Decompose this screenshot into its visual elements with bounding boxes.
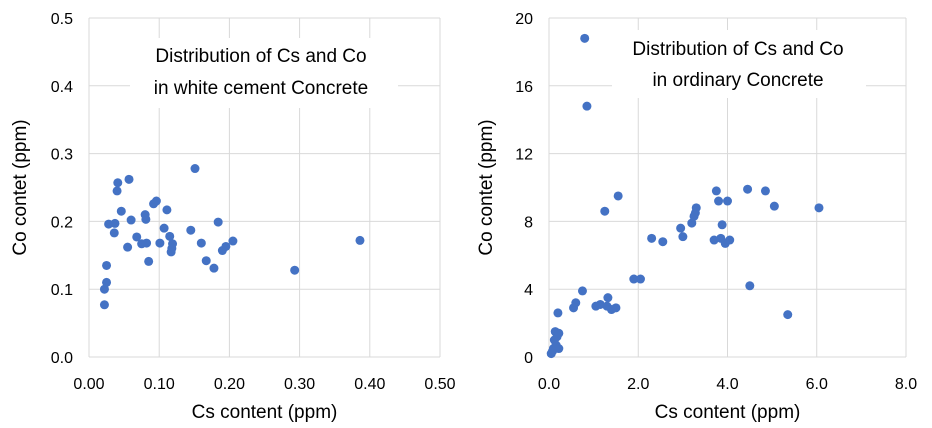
data-point <box>355 235 365 245</box>
data-point <box>717 220 727 230</box>
data-point <box>687 218 697 228</box>
x-axis-title: Cs content (ppm) <box>655 402 801 423</box>
x-tick-label: 0.10 <box>144 376 175 393</box>
data-point <box>760 186 770 196</box>
data-point <box>635 274 645 284</box>
x-tick-label: 0.50 <box>424 376 455 393</box>
x-tick-label: 4.0 <box>716 376 738 393</box>
data-point <box>611 303 621 313</box>
data-point <box>126 215 136 225</box>
data-point <box>577 286 587 296</box>
data-point <box>190 164 200 174</box>
y-tick-label: 12 <box>515 147 533 164</box>
data-point <box>112 186 122 196</box>
data-point <box>110 218 120 228</box>
data-point <box>168 239 178 249</box>
data-point <box>711 186 721 196</box>
data-point <box>99 284 109 294</box>
x-tick-label: 6.0 <box>806 376 828 393</box>
data-point <box>629 274 639 284</box>
y-tick-label: 20 <box>515 11 533 28</box>
data-point <box>155 238 165 248</box>
data-point <box>290 265 300 275</box>
data-point <box>745 281 755 291</box>
data-point <box>99 300 109 310</box>
data-point <box>769 201 779 211</box>
data-point <box>553 308 563 318</box>
data-point <box>814 203 824 213</box>
data-point <box>102 277 112 287</box>
y-tick-label: 0.2 <box>51 214 73 231</box>
data-point <box>142 238 152 248</box>
data-point <box>144 256 154 266</box>
data-point <box>743 184 753 194</box>
y-tick-label: 0.0 <box>51 350 73 367</box>
data-point <box>213 217 223 227</box>
data-point <box>209 263 219 273</box>
data-point <box>201 256 211 266</box>
y-axis-title: Co contet (ppm) <box>10 119 31 255</box>
data-point <box>159 223 169 233</box>
y-tick-label: 4 <box>524 282 533 299</box>
data-point <box>228 236 238 246</box>
data-point <box>102 260 112 270</box>
data-point <box>613 191 623 201</box>
data-point <box>647 233 657 243</box>
chart-title-line: Distribution of Cs and Co <box>632 39 843 60</box>
data-point <box>124 174 134 184</box>
y-tick-label: 0.1 <box>51 282 73 299</box>
data-point <box>116 206 126 216</box>
y-tick-label: 0.3 <box>51 147 73 164</box>
y-tick-label: 0.5 <box>51 11 73 28</box>
data-point <box>783 310 793 320</box>
data-point <box>678 232 688 242</box>
chart-title-background <box>130 38 398 108</box>
y-tick-label: 0.4 <box>51 79 73 96</box>
chart-title-background <box>612 30 866 98</box>
x-tick-label: 0.0 <box>538 376 560 393</box>
data-point <box>113 178 123 188</box>
data-point <box>554 344 564 354</box>
chart-ordinary-concrete: 0 4 8 12 16 20 0.0 2.0 4.0 6.0 8.0 Distribution of … <box>466 0 932 428</box>
data-point <box>714 196 724 206</box>
chart-white-cement-svg: 0.0 0.1 0.2 0.3 0.4 0.5 0.00 0.10 0.20 0.30 0.40 0.… <box>10 11 456 423</box>
chart-title-line: Distribution of Cs and Co <box>155 46 366 67</box>
data-point <box>658 237 668 247</box>
data-point <box>571 298 581 308</box>
data-point <box>691 203 701 213</box>
chart-title-line: in ordinary Concrete <box>652 70 823 91</box>
x-tick-label: 0.40 <box>354 376 385 393</box>
data-point <box>141 214 151 224</box>
data-point <box>151 196 161 206</box>
data-point <box>723 196 732 206</box>
x-tick-label: 0.00 <box>73 376 104 393</box>
data-point <box>162 205 172 215</box>
chart-title-line: in white cement Concrete <box>154 78 368 99</box>
x-tick-label: 0.30 <box>284 376 315 393</box>
data-point <box>221 241 231 251</box>
y-tick-label: 0 <box>524 350 533 367</box>
y-axis-title: Co contet (ppm) <box>476 119 497 255</box>
y-tick-label: 8 <box>524 214 533 231</box>
data-point <box>580 33 590 43</box>
data-point <box>725 235 735 245</box>
data-point <box>186 225 196 235</box>
x-axis-title: Cs content (ppm) <box>192 402 338 423</box>
data-point <box>109 228 119 238</box>
chart-white-cement: 0.0 0.1 0.2 0.3 0.4 0.5 0.00 0.10 0.20 0.30 0.40 0.… <box>10 11 456 423</box>
x-tick-label: 0.20 <box>214 376 245 393</box>
data-point <box>132 232 142 242</box>
y-tick-label: 16 <box>515 79 533 96</box>
data-point <box>554 328 564 338</box>
data-point <box>196 238 206 248</box>
data-point <box>582 101 592 111</box>
data-point <box>603 293 613 303</box>
x-tick-label: 8.0 <box>895 376 917 393</box>
data-point <box>165 231 175 241</box>
data-point <box>123 242 133 252</box>
chart-ordinary-concrete-svg: 0 4 8 12 16 20 0.0 2.0 4.0 6.0 8.0 Distribution of … <box>476 11 917 423</box>
data-point <box>676 223 686 233</box>
data-point <box>600 206 610 216</box>
x-tick-label: 2.0 <box>627 376 649 393</box>
